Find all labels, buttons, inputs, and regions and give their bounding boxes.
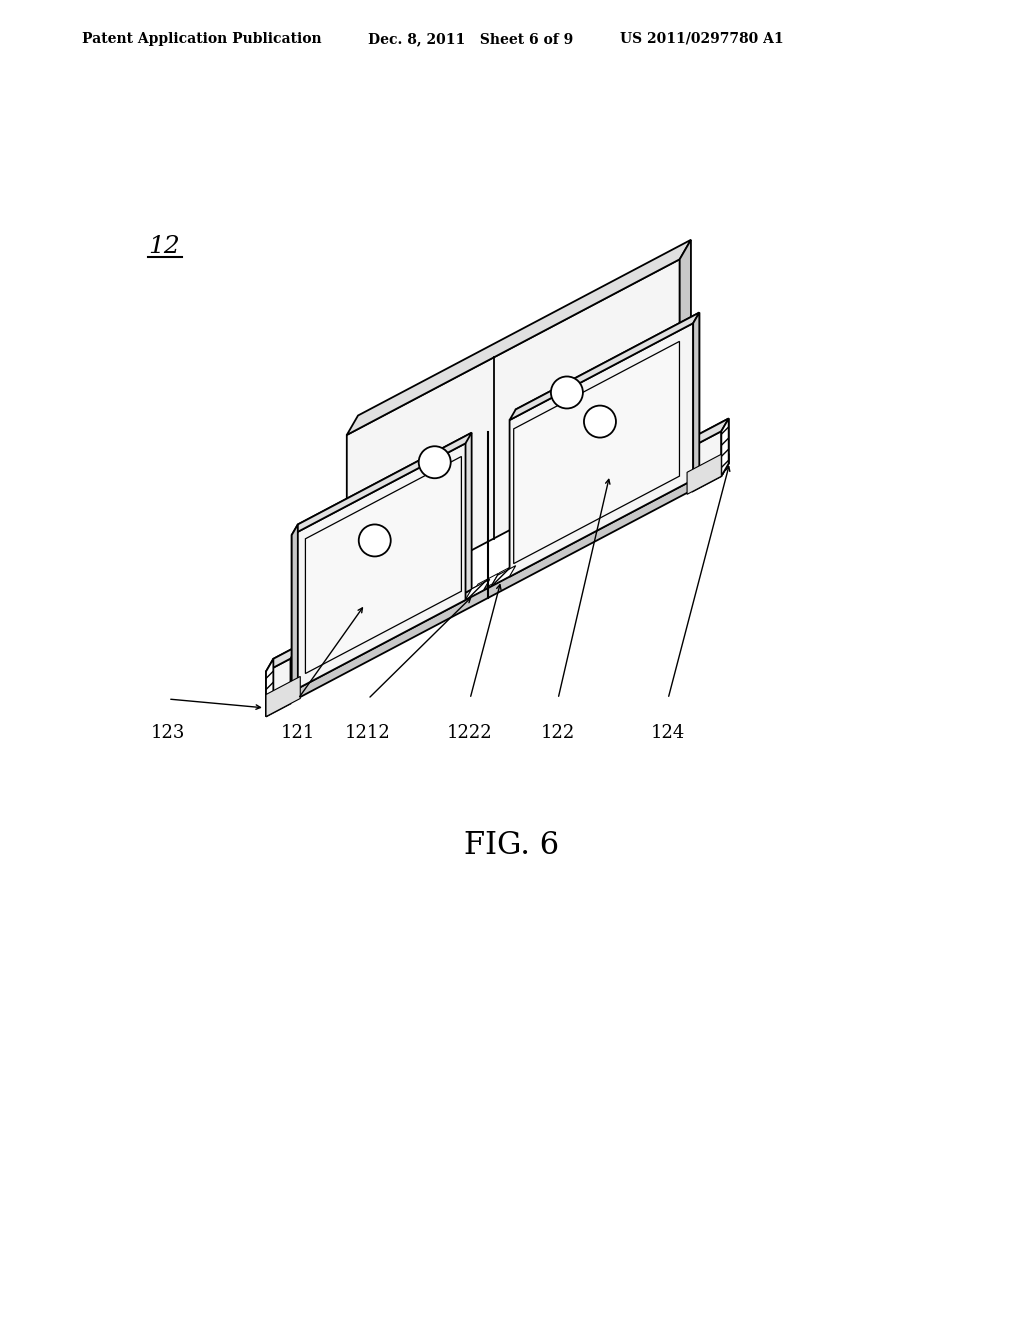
Text: 123: 123 xyxy=(151,723,185,742)
Text: 1222: 1222 xyxy=(447,723,493,742)
Circle shape xyxy=(551,376,583,408)
Polygon shape xyxy=(699,418,729,479)
Polygon shape xyxy=(472,579,487,595)
Text: US 2011/0297780 A1: US 2011/0297780 A1 xyxy=(620,32,783,46)
Polygon shape xyxy=(492,566,516,586)
Circle shape xyxy=(584,405,616,437)
Polygon shape xyxy=(305,457,462,673)
Polygon shape xyxy=(292,444,466,692)
Polygon shape xyxy=(693,313,699,480)
Polygon shape xyxy=(721,418,729,477)
Polygon shape xyxy=(347,259,680,616)
Polygon shape xyxy=(266,659,291,717)
Polygon shape xyxy=(266,659,273,717)
Polygon shape xyxy=(510,323,693,577)
Polygon shape xyxy=(494,568,509,583)
Polygon shape xyxy=(292,433,472,535)
Polygon shape xyxy=(273,645,298,704)
Polygon shape xyxy=(292,524,298,692)
Polygon shape xyxy=(510,313,699,420)
Circle shape xyxy=(358,524,391,557)
Polygon shape xyxy=(347,240,691,436)
Polygon shape xyxy=(267,694,273,714)
Polygon shape xyxy=(482,573,499,589)
Polygon shape xyxy=(266,676,300,717)
Polygon shape xyxy=(298,433,472,681)
Text: 124: 124 xyxy=(651,723,685,742)
Polygon shape xyxy=(466,579,489,599)
Text: 122: 122 xyxy=(541,723,575,742)
Text: 1212: 1212 xyxy=(345,723,391,742)
Text: Patent Application Publication: Patent Application Publication xyxy=(82,32,322,46)
Polygon shape xyxy=(687,454,721,494)
Polygon shape xyxy=(680,240,691,441)
Text: Dec. 8, 2011   Sheet 6 of 9: Dec. 8, 2011 Sheet 6 of 9 xyxy=(368,32,573,46)
Polygon shape xyxy=(692,432,721,492)
Polygon shape xyxy=(514,342,680,564)
Text: 12: 12 xyxy=(148,235,180,257)
Polygon shape xyxy=(516,313,699,566)
Polygon shape xyxy=(692,418,729,446)
Text: FIG. 6: FIG. 6 xyxy=(465,830,559,861)
Polygon shape xyxy=(723,454,729,474)
Text: 121: 121 xyxy=(281,723,315,742)
Polygon shape xyxy=(267,465,723,714)
Polygon shape xyxy=(266,645,298,672)
Circle shape xyxy=(419,446,451,478)
Polygon shape xyxy=(267,454,729,705)
